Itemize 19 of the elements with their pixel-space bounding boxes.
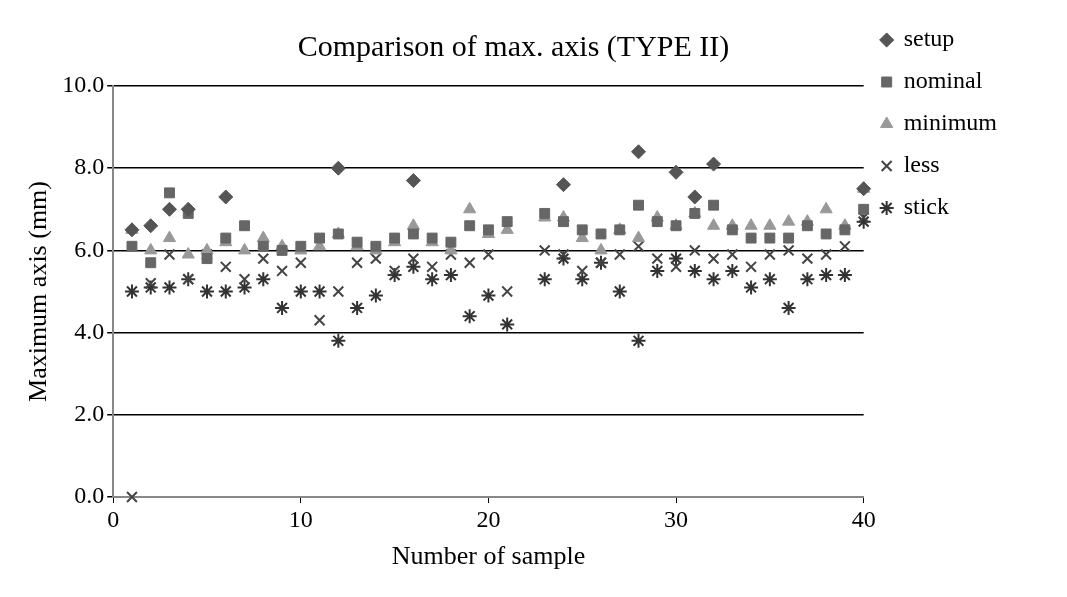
x-axis-title: Number of sample <box>391 541 586 571</box>
y-tick-label: 8.0 <box>74 153 105 180</box>
legend-label: stick <box>903 193 949 220</box>
x-tick-label: 20 <box>476 505 501 532</box>
y-tick-label: 4.0 <box>74 317 105 344</box>
chart-title: Comparison of max. axis (TYPE II) <box>297 28 730 63</box>
legend-label: less <box>903 151 940 178</box>
legend-label: nominal <box>903 67 983 94</box>
y-tick-label: 6.0 <box>74 235 105 262</box>
y-tick-label: 10.0 <box>62 71 105 98</box>
x-tick-label: 10 <box>288 505 313 532</box>
y-axis-title: Maximum axis (mm) <box>23 181 53 402</box>
x-tick-label: 30 <box>664 505 689 532</box>
y-tick-label: 2.0 <box>74 400 105 427</box>
x-tick-label: 40 <box>851 505 876 532</box>
legend-label: minimum <box>903 109 998 136</box>
x-tick-label: 0 <box>107 505 120 532</box>
y-tick-label: 0.0 <box>74 482 105 509</box>
legend-label: setup <box>903 25 955 52</box>
